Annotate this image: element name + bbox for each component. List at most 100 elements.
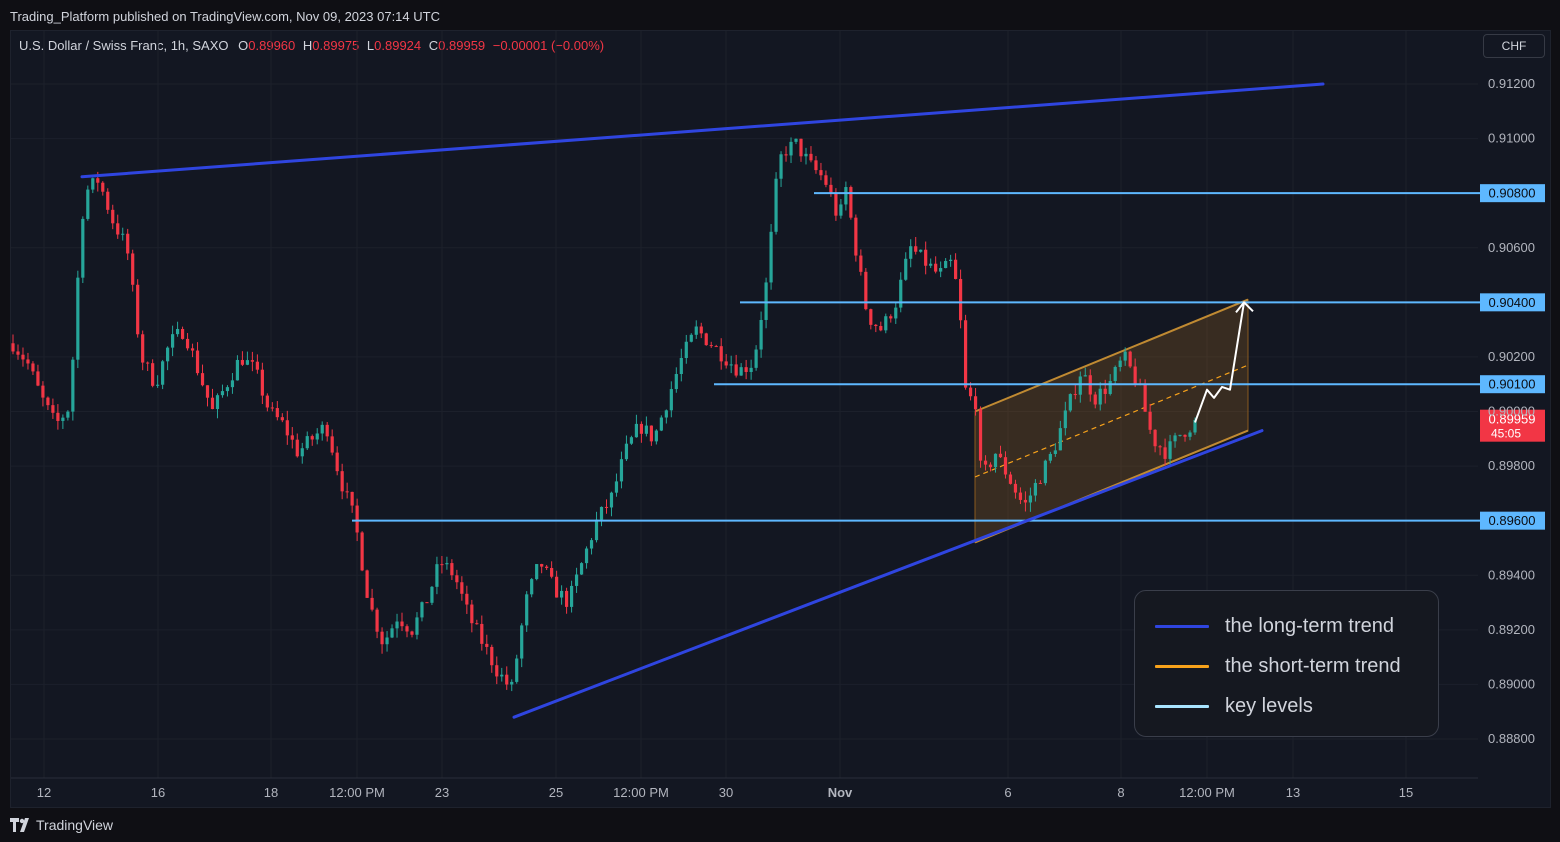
candle-body xyxy=(1123,351,1127,361)
candle-body xyxy=(904,258,908,280)
candle-body xyxy=(649,425,653,442)
candle-body xyxy=(963,320,968,388)
low-value: 0.89924 xyxy=(374,38,422,53)
candle-body xyxy=(849,187,853,218)
candle-body xyxy=(370,597,374,610)
candle-body xyxy=(36,371,40,386)
projection-path xyxy=(1194,302,1245,423)
y-tick-label: 0.90200 xyxy=(1488,349,1535,364)
candle-body xyxy=(156,384,160,386)
legend-item-key-levels: key levels xyxy=(1155,694,1313,718)
candle-body xyxy=(550,567,554,577)
candle-body xyxy=(410,631,414,635)
tradingview-logo[interactable]: TradingView xyxy=(10,817,113,833)
candle-body xyxy=(121,233,125,235)
candle-body xyxy=(455,575,459,583)
candle-body xyxy=(425,602,429,604)
candle-body xyxy=(310,436,314,440)
key-level-badge xyxy=(1480,511,1545,530)
candle-body xyxy=(375,609,379,632)
candle-body xyxy=(834,193,838,216)
candle-body xyxy=(709,345,713,347)
candle-body xyxy=(1008,474,1013,484)
open-label: O xyxy=(238,38,249,53)
legend-label-long-term: the long-term trend xyxy=(1225,614,1394,637)
candle-body xyxy=(440,564,444,566)
x-tick-label: 8 xyxy=(1117,785,1124,800)
candle-body xyxy=(146,362,150,364)
candle-body xyxy=(924,249,928,266)
low-label: L xyxy=(366,38,375,53)
candle-body xyxy=(1068,394,1072,411)
candle-body xyxy=(1193,419,1197,433)
candle-body xyxy=(101,182,105,192)
x-tick-label: 30 xyxy=(719,785,733,800)
candle-body xyxy=(195,350,200,374)
candle-body xyxy=(958,278,963,321)
candle-body xyxy=(664,410,668,418)
candle-body xyxy=(240,359,245,365)
x-tick-label: 16 xyxy=(151,785,165,800)
candle-body xyxy=(844,187,848,205)
candle-body xyxy=(500,674,504,677)
candle-body xyxy=(215,395,220,410)
candle-body xyxy=(1043,460,1047,484)
candle-body xyxy=(934,263,938,272)
tradingview-logo-icon xyxy=(10,818,29,832)
x-tick-label: 6 xyxy=(1004,785,1011,800)
candle-body xyxy=(769,231,773,283)
candle-body xyxy=(540,564,544,567)
candle-body xyxy=(864,271,868,310)
candle-body xyxy=(599,506,604,520)
candle-body xyxy=(894,307,898,319)
key-level-label: 0.90800 xyxy=(1489,186,1536,201)
candle-body xyxy=(76,277,80,360)
candle-body xyxy=(190,348,195,351)
price-axis[interactable]: 0.91200 0.91000 0.90600 0.90200 0.90000 0.898… xyxy=(1488,76,1535,746)
candle-body xyxy=(779,154,783,179)
candle-body xyxy=(41,385,45,398)
x-tick-label: 23 xyxy=(435,785,449,800)
candle-body xyxy=(1033,482,1038,496)
close-value: 0.89959 xyxy=(438,38,486,53)
candles xyxy=(11,137,1197,692)
candle-body xyxy=(998,453,1003,458)
candle-body xyxy=(175,328,180,335)
key-level-badge xyxy=(1480,293,1545,312)
y-tick-label: 0.89200 xyxy=(1488,622,1535,637)
candle-body xyxy=(355,505,359,533)
x-tick-label: 25 xyxy=(549,785,563,800)
candle-body xyxy=(784,154,788,156)
candle-body xyxy=(46,397,50,406)
candle-body xyxy=(1113,367,1117,382)
time-axis[interactable]: 12 16 18 12:00 PM 23 25 12:00 PM 30 Nov 6 8 12:00 P… xyxy=(11,777,1478,800)
y-tick-label: 0.89800 xyxy=(1488,458,1535,473)
key-level-label: 0.90400 xyxy=(1489,295,1536,310)
candle-body xyxy=(470,604,474,624)
candle-body xyxy=(869,309,873,325)
candle-body xyxy=(530,579,534,595)
candle-body xyxy=(16,351,20,355)
candle-body xyxy=(131,253,135,285)
key-level-label: 0.89600 xyxy=(1489,513,1536,528)
trend-legend: the long-term trend the short-term trend… xyxy=(1134,590,1439,737)
candle-body xyxy=(1028,495,1033,503)
candle-body xyxy=(824,175,828,185)
candle-body xyxy=(205,385,210,398)
currency-button[interactable]: CHF xyxy=(1483,34,1545,58)
candle-body xyxy=(51,405,55,413)
candle-body xyxy=(525,594,529,626)
candle-body xyxy=(1038,482,1042,484)
candle-body xyxy=(694,326,698,335)
candle-body xyxy=(235,359,240,381)
x-tick-label: 12:00 PM xyxy=(613,785,669,800)
candle-body xyxy=(495,665,499,677)
candle-body xyxy=(973,396,978,410)
candle-body xyxy=(465,593,469,605)
symbol-legend: U.S. Dollar / Swiss Franc, 1h, SAXO O0.8… xyxy=(19,38,604,53)
candle-body xyxy=(315,433,319,440)
projection-arrow xyxy=(1194,301,1254,423)
candle-body xyxy=(1178,434,1182,436)
